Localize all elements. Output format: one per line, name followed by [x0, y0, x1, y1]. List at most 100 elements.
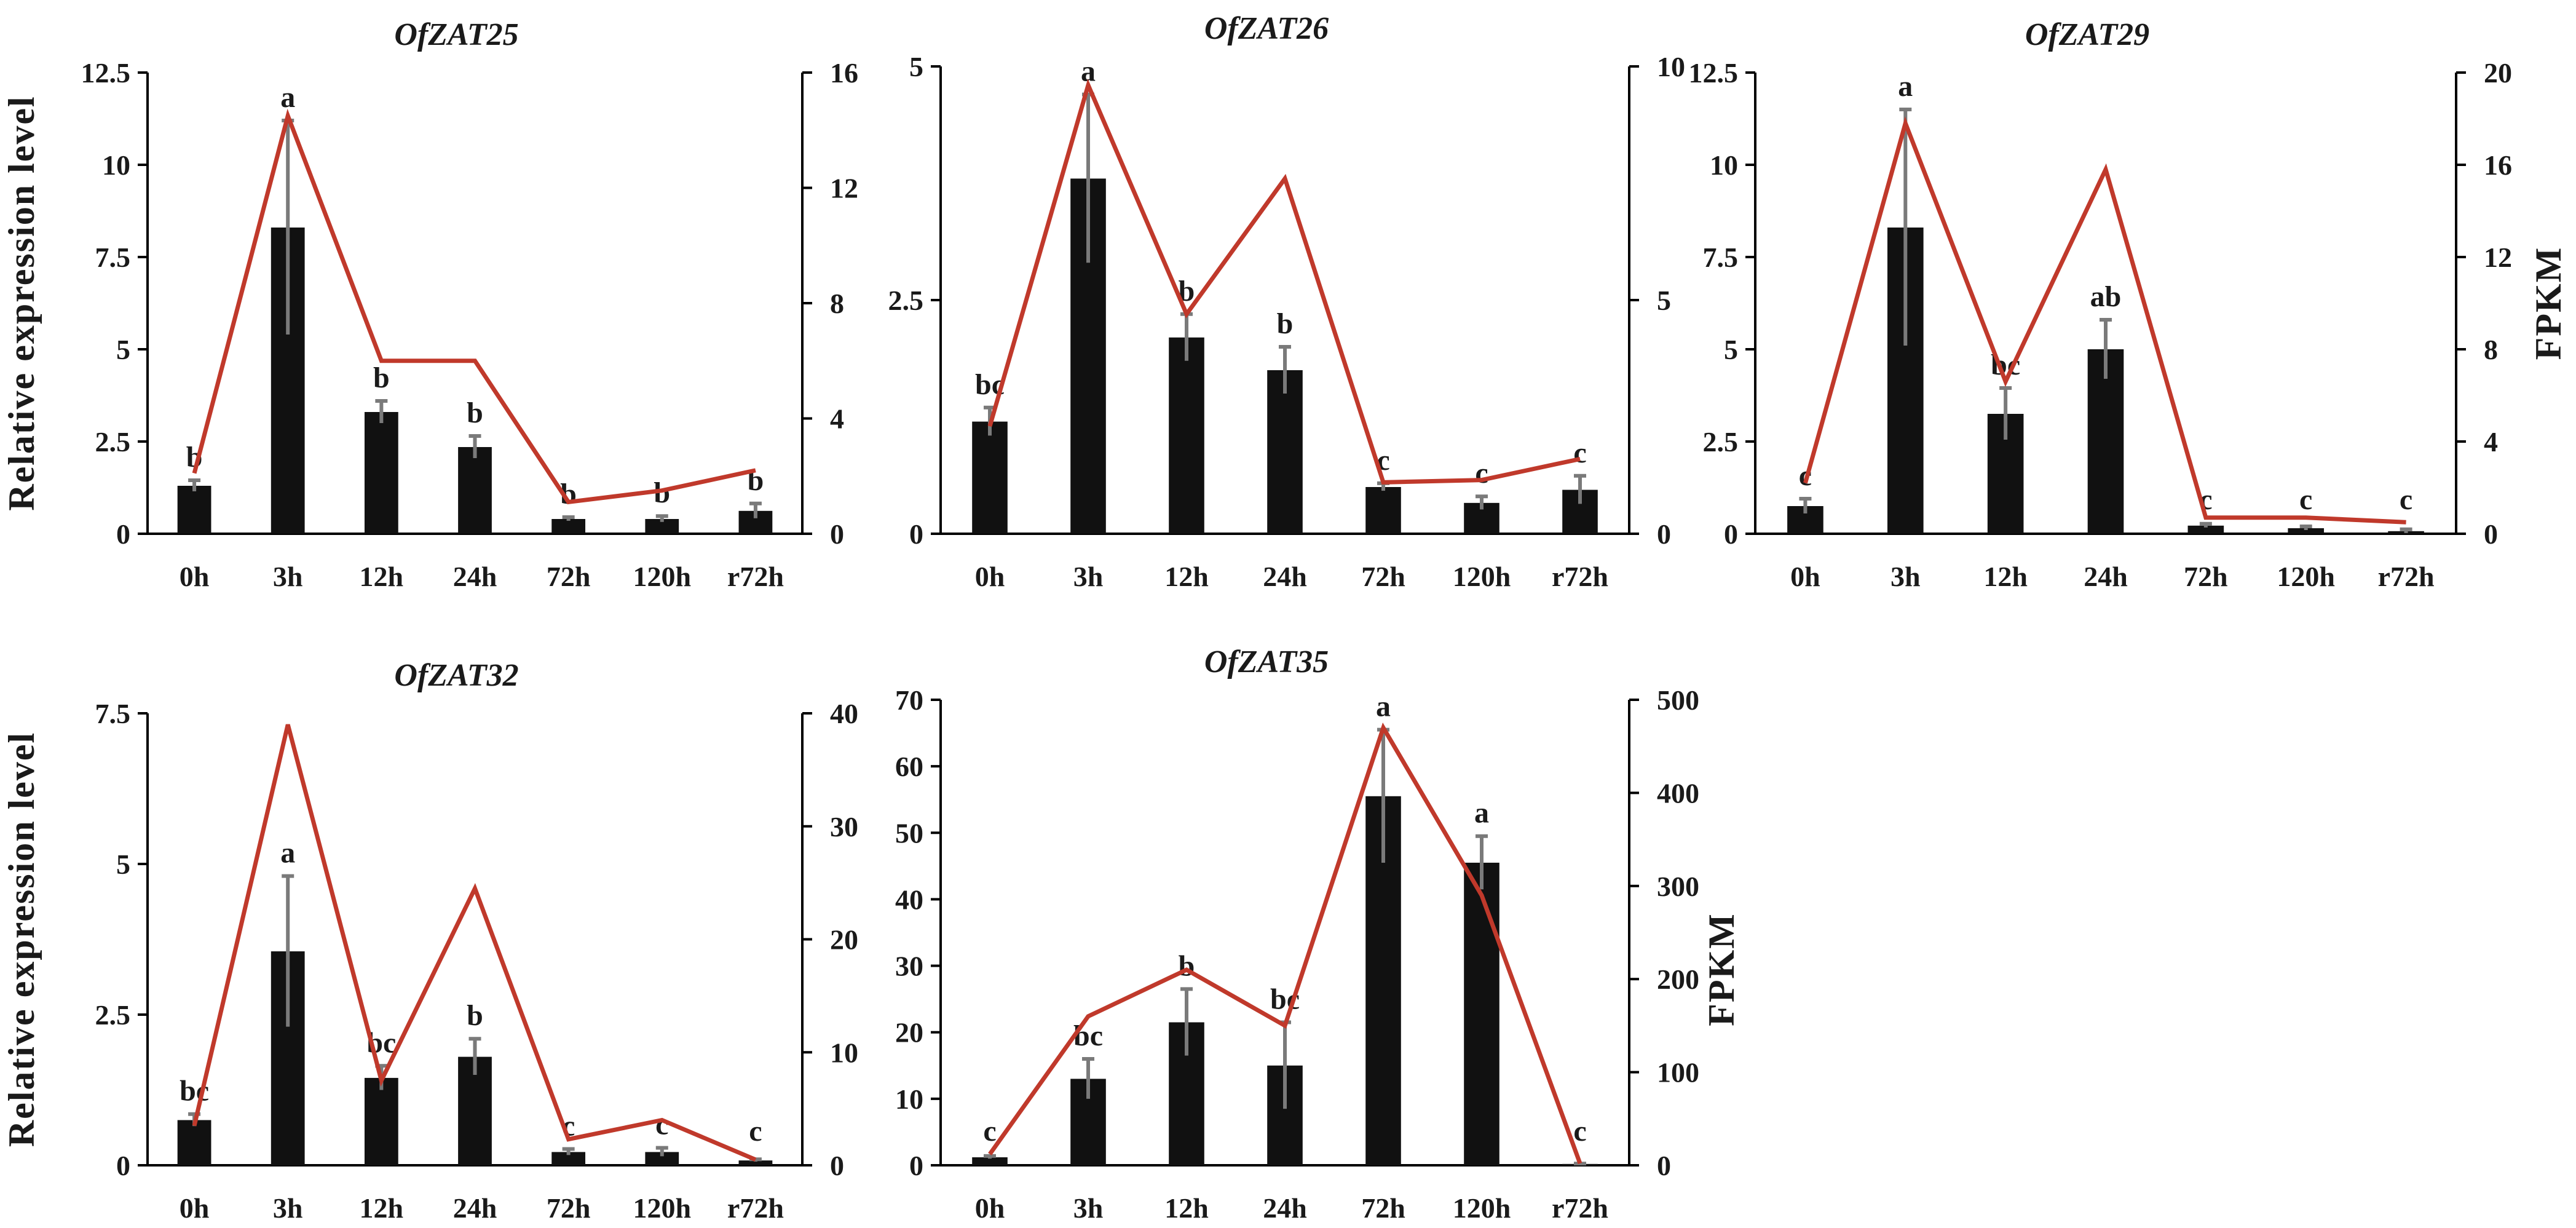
- left-tick-label: 20: [895, 1017, 923, 1048]
- left-tick-label: 70: [895, 684, 923, 716]
- bar: [458, 447, 492, 534]
- x-category-label: 72h: [2184, 561, 2228, 592]
- left-tick-label: 7.5: [95, 242, 131, 273]
- left-tick-label: 10: [1710, 149, 1738, 181]
- bar: [551, 1152, 586, 1165]
- right-tick-label: 16: [2484, 149, 2512, 181]
- left-tick-label: 7.5: [95, 698, 131, 729]
- right-tick-label: 500: [1657, 684, 1699, 716]
- significance-label: c: [749, 1115, 762, 1147]
- significance-label: c: [1573, 1115, 1586, 1147]
- right-tick-label: 8: [830, 288, 844, 319]
- significance-label: b: [1277, 307, 1294, 340]
- left-tick-label: 50: [895, 817, 923, 849]
- significance-label: c: [983, 1115, 996, 1147]
- bar: [1169, 337, 1204, 534]
- left-tick-label: 2.5: [95, 426, 131, 458]
- left-tick-label: 12.5: [81, 57, 131, 89]
- left-tick-label: 30: [895, 951, 923, 982]
- x-category-label: 72h: [547, 1192, 591, 1224]
- right-tick-label: 200: [1657, 964, 1699, 995]
- x-category-label: 24h: [2084, 561, 2128, 592]
- right-tick-label: 30: [830, 811, 858, 842]
- bar: [1267, 370, 1303, 534]
- significance-label: c: [1573, 437, 1586, 469]
- y2-axis-title: FPKM: [1701, 913, 1742, 1026]
- significance-label: c: [2400, 483, 2412, 516]
- x-category-label: 0h: [975, 1192, 1005, 1224]
- x-category-label: 120h: [633, 561, 691, 592]
- left-tick-label: 60: [895, 751, 923, 782]
- x-category-label: 120h: [1453, 561, 1511, 592]
- x-category-label: 0h: [180, 561, 210, 592]
- bar: [2087, 349, 2124, 534]
- left-tick-label: 5: [116, 334, 130, 365]
- y-axis-title: Relative expression level: [1, 732, 42, 1147]
- significance-label: b: [373, 362, 390, 394]
- x-category-label: 24h: [453, 561, 497, 592]
- left-tick-label: 40: [895, 884, 923, 915]
- left-tick-label: 5: [909, 51, 923, 82]
- right-tick-label: 20: [2484, 57, 2512, 89]
- right-tick-label: 8: [2484, 334, 2498, 365]
- right-tick-label: 0: [1657, 518, 1671, 550]
- right-tick-label: 100: [1657, 1057, 1699, 1088]
- significance-label: b: [1179, 949, 1195, 982]
- significance-label: a: [1474, 797, 1489, 830]
- x-category-label: r72h: [727, 1192, 784, 1224]
- right-tick-label: 10: [830, 1037, 858, 1068]
- x-category-label: r72h: [1552, 561, 1608, 592]
- left-tick-label: 7.5: [1703, 242, 1739, 273]
- chart-panel-ofzat32: OfZAT32 0 2.5 5 7.5 0 10 20 30 40 0h 3h 12h 24h 72h 120…: [1, 658, 858, 1224]
- bar: [551, 519, 586, 534]
- x-category-label: 120h: [633, 1192, 691, 1224]
- fpkm-line: [192, 724, 757, 1162]
- significance-label: c: [655, 1109, 668, 1141]
- significance-label: b: [467, 397, 483, 429]
- right-tick-label: 12: [830, 173, 858, 204]
- x-category-label: r72h: [2378, 561, 2435, 592]
- x-category-label: 24h: [1263, 561, 1307, 592]
- x-category-label: 0h: [975, 561, 1005, 592]
- y-axis-title: Relative expression level: [1, 95, 42, 510]
- right-tick-label: 0: [2484, 518, 2498, 550]
- bar: [1464, 862, 1499, 1165]
- bar: [972, 421, 1008, 534]
- x-category-label: 12h: [1164, 561, 1209, 592]
- left-tick-label: 2.5: [95, 999, 131, 1031]
- significance-label: a: [280, 837, 295, 870]
- bar: [1365, 487, 1401, 534]
- bar: [738, 1160, 773, 1165]
- left-tick-label: 12.5: [1689, 57, 1739, 89]
- right-tick-label: 20: [830, 924, 858, 956]
- left-tick-label: 5: [116, 849, 130, 880]
- panel-title: OfZAT25: [394, 17, 518, 52]
- x-category-label: 3h: [1073, 561, 1104, 592]
- right-tick-label: 10: [1657, 51, 1685, 82]
- bar: [2288, 528, 2325, 534]
- chart-panel-ofzat25: OfZAT25 0 2.5 5 7.5 10 12.5 0 4 8 12 16 0h 3h 12h 24h 72…: [1, 17, 858, 592]
- panel-title: OfZAT26: [1204, 11, 1329, 46]
- panel-title: OfZAT35: [1204, 644, 1329, 679]
- x-category-label: 12h: [1983, 561, 2028, 592]
- significance-label: a: [1898, 70, 1913, 103]
- fpkm-line: [192, 108, 756, 505]
- x-category-label: r72h: [1552, 1192, 1608, 1224]
- significance-label: c: [1475, 457, 1488, 489]
- right-tick-label: 300: [1657, 871, 1699, 902]
- x-category-label: 72h: [1361, 561, 1405, 592]
- significance-label: ab: [2090, 280, 2122, 313]
- left-tick-label: 10: [102, 149, 130, 181]
- x-category-label: 72h: [1361, 1192, 1405, 1224]
- fpkm-line: [987, 79, 1581, 485]
- right-tick-label: 0: [1657, 1150, 1671, 1181]
- left-tick-label: 0: [909, 1150, 923, 1181]
- x-category-label: 0h: [1790, 561, 1820, 592]
- chart-panel-ofzat29: OfZAT29 0 2.5 5 7.5 10 12.5 0 4 8 12 16 20 0h 3h 12h 24h…: [1689, 17, 2569, 592]
- left-tick-label: 0: [116, 518, 130, 550]
- right-tick-label: 16: [830, 57, 858, 89]
- bar: [364, 412, 398, 534]
- left-tick-label: 5: [1724, 334, 1738, 365]
